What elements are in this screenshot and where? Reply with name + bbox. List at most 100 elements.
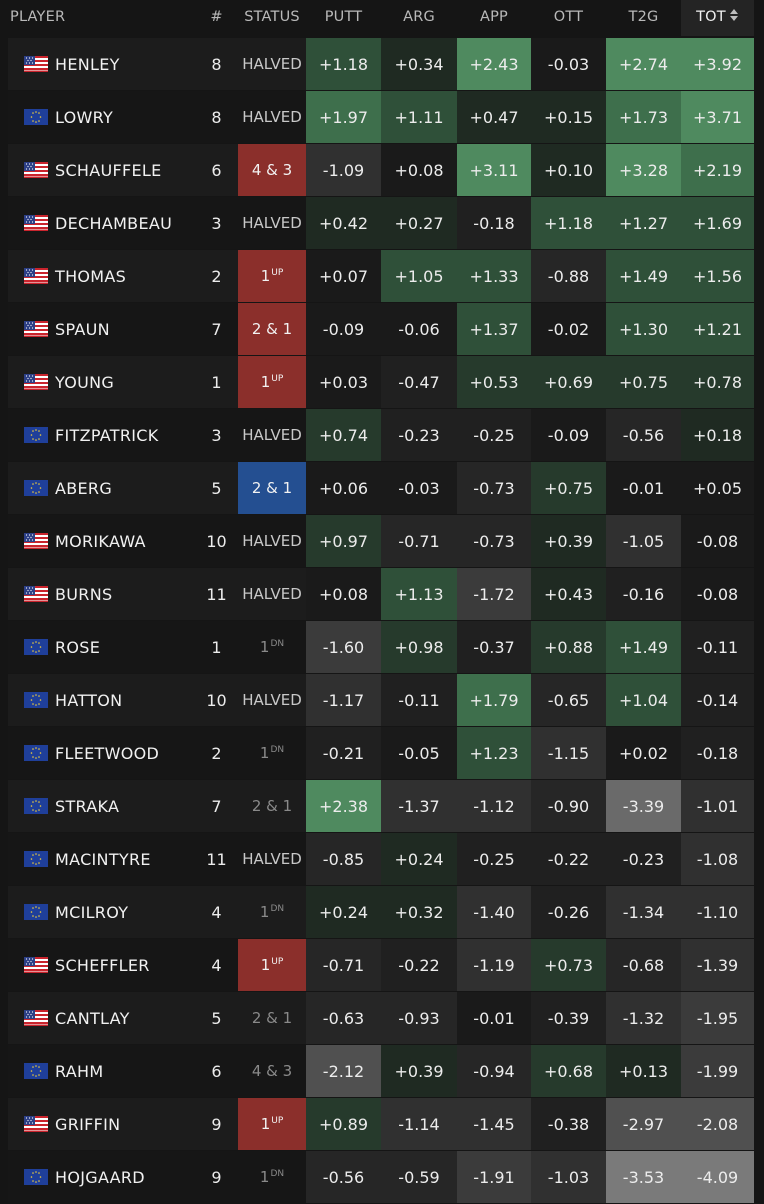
sort-icon[interactable] (729, 8, 739, 22)
status-superscript: DN (270, 745, 285, 755)
table-row[interactable]: SPAUN 7 2 & 1 -0.09 -0.06 +1.37 -0.02 +1.30 +1.2… (0, 303, 764, 356)
us-flag-icon (24, 586, 48, 602)
table-row[interactable]: MACINTYRE 11 HALVED -0.85 +0.24 -0.25 -0.22 -0.… (0, 833, 764, 886)
status-text: 4 & 3 (251, 161, 293, 179)
putt-value: +0.89 (306, 1098, 381, 1150)
player-cell[interactable]: CANTLAY (8, 992, 195, 1044)
player-cell[interactable]: DECHAMBEAU (8, 197, 195, 249)
putt-value: +1.18 (306, 38, 381, 90)
eu-flag-icon (24, 1063, 48, 1079)
player-cell[interactable]: HENLEY (8, 38, 195, 90)
table-row[interactable]: STRAKA 7 2 & 1 +2.38 -1.37 -1.12 -0.90 -3.39 -1.… (0, 780, 764, 833)
putt-value: -1.60 (306, 621, 381, 673)
table-row[interactable]: MORIKAWA 10 HALVED +0.97 -0.71 -0.73 +0.39 -1.0… (0, 515, 764, 568)
status-wrap: HALVED (242, 585, 302, 603)
player-cell[interactable]: YOUNG (8, 356, 195, 408)
us-flag-icon (24, 162, 48, 178)
ott-value: -0.38 (531, 1098, 606, 1150)
column-header-putt[interactable]: PUTT (324, 9, 363, 25)
player-cell[interactable]: THOMAS (8, 250, 195, 302)
tot-value: +1.69 (681, 197, 754, 249)
table-row[interactable]: BURNS 11 HALVED +0.08 +1.13 -1.72 +0.43 -0.16 -0… (0, 568, 764, 621)
status-badge: HALVED (238, 197, 306, 249)
player-cell[interactable]: STRAKA (8, 780, 195, 832)
arg-value: +0.08 (381, 144, 457, 196)
player-cell[interactable]: SCHEFFLER (8, 939, 195, 991)
player-cell[interactable]: LOWRY (8, 91, 195, 143)
player-cell[interactable]: FLEETWOOD (8, 727, 195, 779)
column-header-status[interactable]: STATUS (244, 9, 300, 25)
player-name: SCHEFFLER (55, 955, 150, 975)
player-cell[interactable]: RAHM (8, 1045, 195, 1097)
table-row[interactable]: GRIFFIN 9 1UP +0.89 -1.14 -1.45 -0.38 -2.97 -2.0… (0, 1098, 764, 1151)
status-wrap: 2 & 1 (252, 1009, 292, 1027)
table-row[interactable]: CANTLAY 5 2 & 1 -0.63 -0.93 -0.01 -0.39 -1.32 -1… (0, 992, 764, 1045)
table-row[interactable]: THOMAS 2 1UP +0.07 +1.05 +1.33 -0.88 +1.49 +1.56 (0, 250, 764, 303)
table-row[interactable]: FITZPATRICK 3 HALVED +0.74 -0.23 -0.25 -0.09 -0… (0, 409, 764, 462)
table-row[interactable]: HATTON 10 HALVED -1.17 -0.11 +1.79 -0.65 +1.04-… (0, 674, 764, 727)
status-text: HALVED (242, 108, 302, 126)
arg-value: -0.11 (381, 674, 457, 726)
table-row[interactable]: HOJGAARD 9 1DN -0.56 -0.59 -1.91 -1.03 -3.53 -4.… (0, 1151, 764, 1204)
putt-value: -0.21 (306, 727, 381, 779)
t2g-value: -0.01 (606, 462, 681, 514)
table-row[interactable]: ROSE 1 1DN -1.60 +0.98 -0.37 +0.88 +1.49 -0.11 (0, 621, 764, 674)
table-row[interactable]: HENLEY 8 HALVED +1.18 +0.34 +2.43 -0.03 +2.74 +3… (0, 38, 764, 91)
player-cell[interactable]: ABERG (8, 462, 195, 514)
player-cell[interactable]: GRIFFIN (8, 1098, 195, 1150)
table-row[interactable]: FLEETWOOD 2 1DN -0.21 -0.05 +1.23 -1.15 +0.02 -0… (0, 727, 764, 780)
column-header-player[interactable]: PLAYER (10, 9, 66, 25)
putt-value: -0.09 (306, 303, 381, 355)
tot-value: -1.10 (681, 886, 754, 938)
player-cell[interactable]: SCHAUFFELE (8, 144, 195, 196)
table-row[interactable]: DECHAMBEAU 3 HALVED +0.42 +0.27 -0.18 +1.18 +1.… (0, 197, 764, 250)
eu-flag-icon (24, 427, 48, 443)
player-cell[interactable]: MORIKAWA (8, 515, 195, 567)
arg-value: -0.22 (381, 939, 457, 991)
match-number: 8 (195, 38, 238, 90)
table-row[interactable]: SCHAUFFELE 6 4 & 3 -1.09 +0.08 +3.11 +0.10 +3.2… (0, 144, 764, 197)
player-cell[interactable]: FITZPATRICK (8, 409, 195, 461)
player-cell[interactable]: ROSE (8, 621, 195, 673)
table-row[interactable]: ABERG 5 2 & 1 +0.06 -0.03 -0.73 +0.75 -0.01 +0.0… (0, 462, 764, 515)
status-wrap: HALVED (242, 850, 302, 868)
app-value: -0.73 (457, 462, 531, 514)
table-row[interactable]: RAHM 6 4 & 3 -2.12 +0.39 -0.94 +0.68 +0.13 -1.99 (0, 1045, 764, 1098)
tot-value: -1.01 (681, 780, 754, 832)
tot-value: +1.21 (681, 303, 754, 355)
player-cell[interactable]: MCILROY (8, 886, 195, 938)
tot-value: +2.19 (681, 144, 754, 196)
player-cell[interactable]: HOJGAARD (8, 1151, 195, 1203)
column-header-ott[interactable]: OTT (553, 9, 584, 25)
status-wrap: HALVED (242, 426, 302, 444)
arg-value: +0.39 (381, 1045, 457, 1097)
eu-flag-icon (24, 692, 48, 708)
tot-value: -0.08 (681, 568, 754, 620)
column-header-arg[interactable]: ARG (403, 9, 435, 25)
match-number: 9 (195, 1151, 238, 1203)
table-row[interactable]: YOUNG 1 1UP +0.03 -0.47 +0.53 +0.69 +0.75 +0.78 (0, 356, 764, 409)
column-header-tot[interactable]: TOT (681, 0, 754, 36)
t2g-value: +1.30 (606, 303, 681, 355)
column-header-number[interactable]: # (210, 9, 223, 25)
status-superscript: UP (271, 1116, 284, 1126)
app-value: +2.43 (457, 38, 531, 90)
table-row[interactable]: LOWRY 8 HALVED +1.97 +1.11 +0.47 +0.15 +1.73 +3.… (0, 91, 764, 144)
player-cell[interactable]: HATTON (8, 674, 195, 726)
column-header-app[interactable]: APP (479, 9, 508, 25)
column-header-tot-label: TOT (696, 9, 726, 25)
status-wrap: 2 & 1 (252, 320, 292, 338)
player-cell[interactable]: MACINTYRE (8, 833, 195, 885)
player-cell[interactable]: BURNS (8, 568, 195, 620)
player-cell[interactable]: SPAUN (8, 303, 195, 355)
column-header-t2g[interactable]: T2G (628, 9, 659, 25)
table-row[interactable]: SCHEFFLER 4 1UP -0.71 -0.22 -1.19 +0.73 -0.68 -1… (0, 939, 764, 992)
eu-flag-icon (24, 639, 48, 655)
match-number: 10 (195, 674, 238, 726)
match-number: 5 (195, 462, 238, 514)
t2g-value: +1.49 (606, 250, 681, 302)
player-name: FITZPATRICK (55, 425, 159, 445)
us-flag-icon (24, 1010, 48, 1026)
tot-value: -1.39 (681, 939, 754, 991)
table-row[interactable]: MCILROY 4 1DN +0.24 +0.32 -1.40 -0.26 -1.34 -1.1… (0, 886, 764, 939)
